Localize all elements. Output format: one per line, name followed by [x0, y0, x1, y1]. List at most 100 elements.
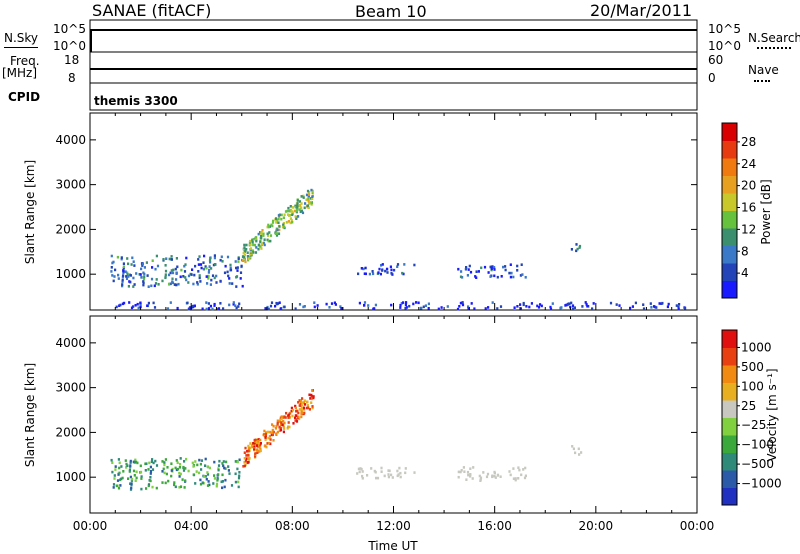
scatter-cell — [215, 484, 218, 488]
scatter-cell — [360, 267, 363, 270]
scatter-cell — [235, 285, 238, 288]
scatter-cell — [218, 459, 221, 463]
scatter-cell — [459, 470, 462, 474]
scatter-cell — [283, 213, 286, 216]
scatter-cell — [356, 472, 359, 475]
scatter-cell — [290, 210, 293, 213]
scatter-cell — [126, 273, 129, 276]
colorbar-tick-label: 20 — [741, 179, 756, 193]
scatter-cell — [170, 258, 173, 261]
scatter-cell — [192, 282, 195, 286]
scatter-cell — [634, 301, 637, 305]
scatter-cell — [296, 204, 299, 208]
scatter-cell — [290, 409, 293, 413]
scatter-cell — [209, 257, 212, 260]
scatter-cell — [178, 486, 181, 489]
scatter-cell — [139, 305, 142, 309]
scatter-cell — [279, 307, 282, 311]
scatter-cell — [485, 475, 489, 479]
scatter-cell — [615, 303, 618, 306]
scatter-cell — [294, 205, 297, 209]
scatter-cell — [361, 474, 364, 478]
scatter-cell — [380, 466, 383, 470]
scatter-cell — [472, 466, 475, 469]
scatter-cell — [298, 208, 301, 211]
scatter-cell — [483, 265, 487, 269]
scatter-cell — [215, 482, 219, 486]
scatter-cell — [139, 470, 143, 474]
scatter-cell — [295, 414, 298, 417]
x-axis-label: Time UT — [367, 539, 418, 553]
scatter-cell — [110, 458, 113, 462]
scatter-cell — [239, 271, 243, 274]
scatter-cell — [551, 302, 554, 305]
scatter-cell — [520, 263, 523, 266]
scatter-cell — [402, 301, 405, 304]
scatter-cell — [134, 479, 137, 482]
scatter-cell — [311, 406, 314, 410]
scatter-cell — [130, 483, 133, 487]
scatter-cell — [243, 461, 246, 464]
scatter-cell — [122, 262, 125, 265]
scatter-cell — [155, 254, 158, 258]
scatter-cell — [197, 263, 200, 266]
scatter-cell — [146, 304, 149, 307]
scatter-cell — [151, 266, 154, 269]
scatter-cell — [132, 260, 135, 263]
scatter-cell — [379, 272, 382, 276]
scatter-cell — [479, 476, 483, 480]
scatter-cell — [292, 422, 295, 425]
scatter-cell — [390, 473, 393, 477]
scatter-cell — [279, 426, 282, 430]
scatter-cell — [581, 305, 584, 308]
scatter-cell — [300, 206, 303, 210]
scatter-cell — [571, 445, 574, 448]
scatter-cell — [183, 460, 186, 463]
scatter-cell — [307, 197, 310, 200]
scatter-cell — [112, 486, 115, 489]
scatter-cell — [256, 449, 259, 452]
scatter-cell — [116, 479, 120, 482]
scatter-cell — [168, 283, 171, 286]
scatter-cell — [366, 474, 369, 477]
scatter-cell — [530, 302, 533, 305]
scatter-cell — [508, 271, 511, 275]
scatter-cell — [255, 246, 258, 249]
scatter-cell — [282, 223, 285, 227]
scatter-cell — [499, 305, 503, 308]
scatter-cell — [402, 272, 405, 276]
x-tick-label: 00:00 — [73, 519, 108, 533]
scatter-cell — [121, 278, 124, 282]
scatter-cell — [296, 409, 299, 413]
scatter-cell — [263, 238, 266, 241]
scatter-cell — [205, 266, 208, 270]
scatter-cell — [137, 306, 140, 310]
scatter-cell — [401, 271, 404, 275]
scatter-cell — [399, 475, 402, 479]
scatter-cell — [125, 275, 128, 278]
scatter-cell — [378, 267, 381, 271]
scatter-cell — [570, 301, 573, 305]
scatter-cell — [247, 258, 250, 262]
scatter-cell — [592, 302, 595, 305]
colorbar-swatch — [722, 193, 737, 211]
scatter-cell — [243, 464, 246, 468]
scatter-cell — [118, 304, 121, 307]
scatter-cell — [238, 458, 241, 462]
scatter-cell — [489, 265, 492, 269]
scatter-cell — [129, 280, 132, 284]
scatter-cell — [199, 482, 203, 486]
scatter-cell — [253, 439, 256, 442]
scatter-cell — [147, 484, 150, 488]
scatter-cell — [130, 263, 133, 266]
scatter-cell — [412, 302, 415, 306]
scatter-cell — [150, 284, 153, 288]
scatter-cell — [368, 272, 371, 276]
scatter-cell — [241, 284, 244, 288]
scatter-cell — [147, 285, 150, 288]
scatter-cell — [258, 450, 261, 453]
scatter-cell — [487, 271, 490, 274]
scatter-cell — [493, 471, 496, 475]
scatter-cell — [264, 438, 267, 441]
scatter-cell — [275, 234, 279, 237]
